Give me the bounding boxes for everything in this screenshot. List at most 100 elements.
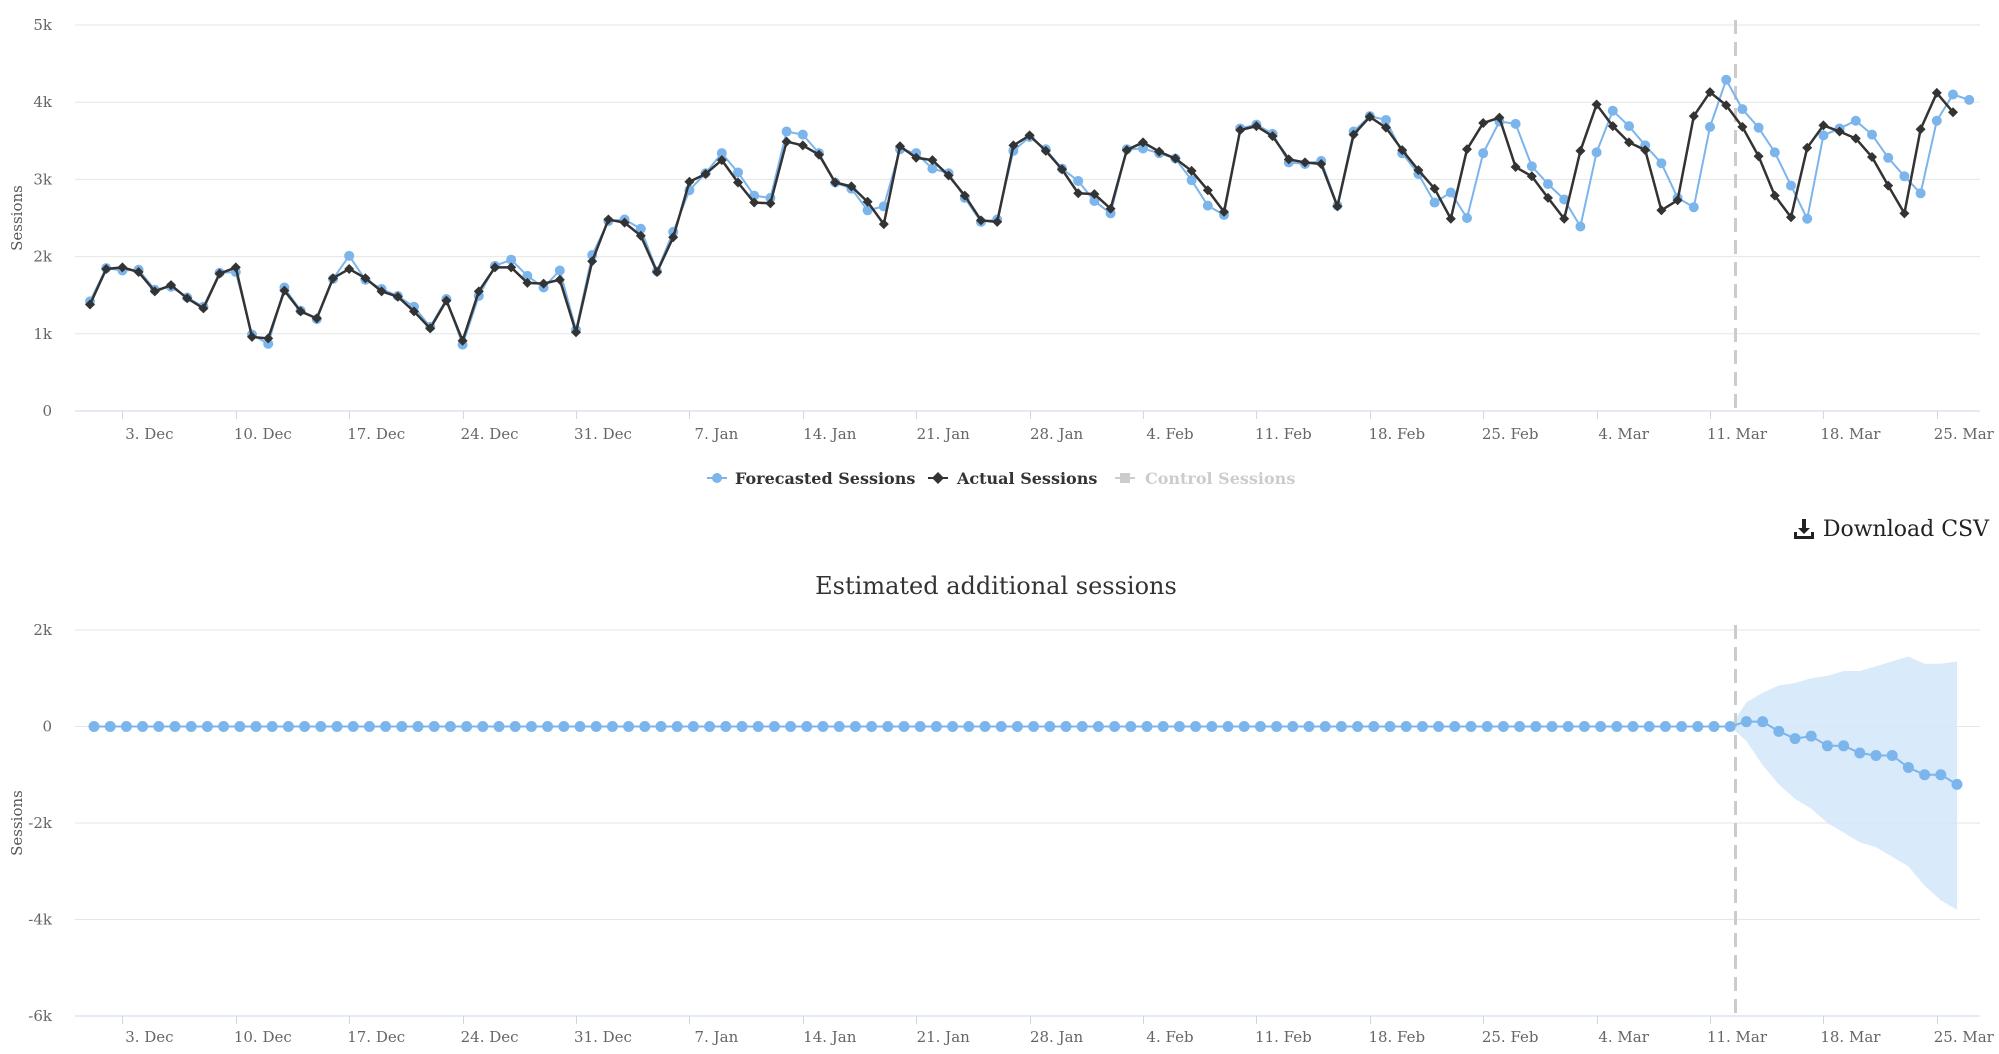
actual-point (765, 198, 776, 209)
legend-item-actual[interactable]: Actual Sessions (928, 469, 1097, 488)
legend-item-forecasted[interactable]: Forecasted Sessions (707, 469, 915, 488)
actual-point (1591, 99, 1602, 110)
chart-title: Estimated additional sessions (815, 572, 1177, 600)
actual-point (700, 168, 711, 179)
actual-point (1413, 165, 1424, 176)
additional-sessions-point (299, 721, 311, 732)
additional-sessions-point (120, 721, 132, 732)
bottom-xtick-label: 7. Jan (695, 1028, 739, 1046)
additional-sessions-point (380, 721, 392, 732)
top-xtick-label: 21. Jan (917, 425, 971, 443)
legend-actual-label: Actual Sessions (956, 469, 1097, 488)
top-xtick-label: 7. Jan (695, 425, 739, 443)
forecast-vs-actual-chart: 0 1k 2k 3k 4k 5k 3. Dec 10. Dec 17. Dec 24. Dec 31… (8, 16, 1995, 443)
forecasted-point (1818, 130, 1829, 141)
additional-sessions-point (963, 721, 975, 732)
actual-point (1737, 121, 1748, 132)
forecasted-point (1510, 118, 1521, 129)
additional-sessions-point (606, 721, 618, 732)
actual-point (506, 262, 517, 273)
additional-sessions-point (1497, 721, 1509, 732)
actual-point (1186, 165, 1197, 176)
actual-point (603, 214, 614, 225)
legend-actual-marker (932, 472, 944, 484)
actual-point (328, 273, 338, 284)
actual-point (1931, 87, 1942, 98)
actual-point (1251, 121, 1262, 132)
additional-sessions-point (930, 721, 942, 732)
additional-sessions-point (88, 721, 100, 732)
actual-point (814, 149, 824, 160)
legend-forecasted-label: Forecasted Sessions (735, 469, 915, 488)
forecasted-point (1089, 196, 1100, 207)
actual-point (1202, 185, 1213, 196)
additional-sessions-point (1303, 721, 1315, 732)
actual-point (1850, 133, 1861, 144)
additional-sessions-point (687, 721, 699, 732)
actual-point (149, 286, 160, 297)
forecasted-point (1737, 104, 1748, 115)
actual-point (409, 306, 419, 317)
actual-point (1170, 153, 1181, 164)
additional-sessions-point (898, 721, 910, 732)
actual-point (101, 263, 112, 274)
additional-sessions-point (282, 721, 294, 732)
legend-control-marker (1120, 473, 1130, 483)
forecasted-point (1931, 115, 1942, 126)
additional-sessions-point (1319, 721, 1331, 732)
additional-sessions-point (1011, 721, 1023, 732)
actual-point (619, 217, 630, 228)
top-ytick-label: 3k (33, 170, 53, 188)
additional-sessions-point (623, 721, 635, 732)
additional-sessions-point (1449, 721, 1461, 732)
actual-point (959, 190, 970, 201)
additional-sessions-point (704, 721, 716, 732)
actual-sessions-line (88, 90, 1954, 345)
additional-sessions-point (1206, 721, 1218, 732)
additional-sessions-point (655, 721, 667, 732)
download-csv-label: Download CSV (1822, 516, 1989, 542)
additional-sessions-point (1546, 721, 1558, 732)
additional-sessions-line (94, 720, 1958, 786)
forecasted-point (1073, 175, 1084, 186)
top-xtick-label: 24. Dec (461, 425, 519, 443)
actual-point (1235, 124, 1246, 135)
forecasted-point (1186, 175, 1197, 186)
actual-point (1899, 208, 1910, 219)
actual-point (927, 155, 938, 166)
additional-sessions-point (914, 721, 926, 732)
additional-sessions-point (1919, 769, 1931, 781)
download-csv-button[interactable]: Download CSV (1793, 512, 1989, 546)
additional-sessions-point (1902, 762, 1914, 774)
actual-point (733, 177, 743, 188)
additional-sessions-point (752, 721, 764, 732)
actual-point (652, 267, 662, 278)
legend-control-label: Control Sessions (1145, 469, 1295, 488)
actual-point (1834, 126, 1845, 137)
bottom-xtick-label: 18. Feb (1368, 1028, 1425, 1046)
actual-point (587, 256, 598, 267)
additional-sessions-point (736, 721, 748, 732)
top-xtick-label: 17. Dec (347, 425, 405, 443)
actual-point (1300, 157, 1310, 168)
actual-point (1478, 118, 1489, 129)
actual-point (1008, 140, 1019, 151)
additional-sessions-point (347, 721, 359, 732)
additional-sessions-point (1060, 721, 1072, 732)
additional-sessions-point (995, 721, 1007, 732)
additional-sessions-point (331, 721, 343, 732)
additional-sessions-point (574, 721, 586, 732)
actual-point (830, 177, 841, 188)
bottom-xtick-label: 11. Mar (1707, 1028, 1768, 1046)
bottom-xtick-label: 28. Jan (1030, 1028, 1084, 1046)
legend-item-control[interactable]: Control Sessions (1115, 469, 1295, 488)
actual-point (554, 274, 565, 285)
top-xtick-label: 18. Mar (1820, 425, 1881, 443)
bottom-xtick-label: 21. Jan (917, 1028, 971, 1046)
top-xtick-label: 11. Mar (1707, 425, 1768, 443)
additional-sessions-point (1287, 721, 1299, 732)
forecasted-point (344, 250, 355, 261)
additional-sessions-point (1076, 721, 1088, 732)
actual-point (473, 286, 484, 297)
actual-point (1526, 171, 1537, 182)
